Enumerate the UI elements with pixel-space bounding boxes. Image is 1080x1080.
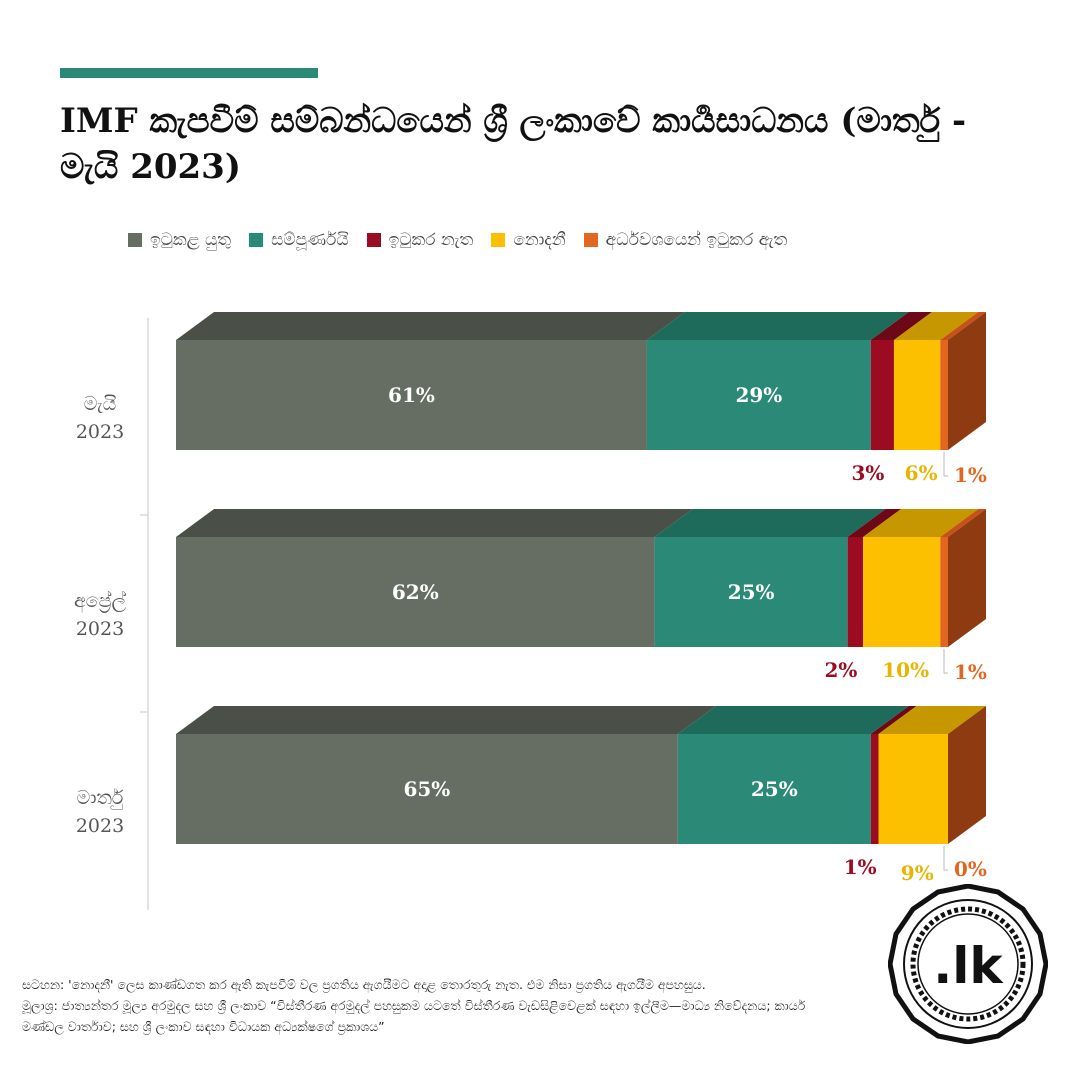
stacked-bar-chart: මැයි 2023 61% 29% 3% 6% 1% අප්‍රේල් 2023 62% 25% 2%…: [74, 312, 987, 910]
legend-swatch: [366, 233, 381, 247]
data-label: 62%: [392, 580, 439, 604]
data-label: 25%: [728, 580, 775, 604]
legend-label: නොදනී: [513, 230, 566, 250]
data-label: 1%: [954, 660, 987, 684]
legend-swatch: [583, 233, 598, 247]
bar-segment-top: [940, 312, 986, 340]
legend-label: අර්ධවශයෙන් ඉටුකර ඇත: [605, 230, 788, 250]
data-label: 1%: [844, 855, 877, 879]
bar-segment-top: [654, 509, 886, 537]
legend-swatch: [491, 233, 506, 247]
data-label: 10%: [882, 658, 929, 682]
bar-segment: [870, 340, 894, 450]
bar-segment-top: [176, 509, 693, 537]
legend-item-unknown: නොදනී: [491, 230, 566, 250]
bar-side-face: [948, 509, 986, 647]
data-label: 25%: [751, 777, 798, 801]
title-accent-bar: [60, 68, 318, 78]
legend-label: සම්පූර්ණයි: [271, 230, 349, 250]
chart-legend: ඉටුකළ යුතු සම්පූර්ණයි ඉටුකර නැත නොදනී අර…: [128, 230, 787, 250]
data-label: 0%: [954, 857, 987, 881]
label-connector: [943, 452, 948, 477]
bar-segment-top: [176, 706, 716, 734]
logo-text: .lk: [933, 937, 1004, 995]
data-label: 29%: [735, 383, 782, 407]
category-year-label: 2023: [76, 815, 124, 837]
legend-item-partial: අර්ධවශයෙන් ඉටුකර ඇත: [583, 230, 788, 250]
bar-segment-top: [893, 312, 979, 340]
bar-segment: [677, 734, 871, 844]
bar-segment: [176, 734, 678, 844]
bar-segment-top: [870, 706, 917, 734]
legend-swatch: [249, 233, 264, 247]
bar-segment-top: [863, 509, 979, 537]
bar-segment-top: [847, 509, 902, 537]
bar-segment: [893, 340, 941, 450]
bar-segment: [940, 340, 948, 450]
bar-segment: [176, 537, 655, 647]
bar-segment: [870, 734, 879, 844]
data-label: 65%: [403, 777, 450, 801]
legend-item-not-complete: ඉටුකර නැත: [366, 230, 474, 250]
bar-segment: [863, 537, 941, 647]
data-label: 1%: [954, 463, 987, 487]
legend-label: ඉටුකළ යුතු: [150, 230, 232, 250]
label-connector: [943, 846, 948, 871]
data-label: 9%: [901, 861, 934, 885]
lk-logo: .lk: [888, 884, 1048, 1044]
category-label: මැයි: [84, 393, 117, 415]
bar-segment-top: [677, 706, 909, 734]
bar-segment: [176, 340, 647, 450]
bar-segment: [847, 537, 864, 647]
bar-segment: [654, 537, 848, 647]
label-connector: [943, 649, 948, 674]
bar-side-face: [948, 312, 986, 450]
bar-segment-top: [870, 312, 932, 340]
bar-segment-top: [878, 706, 986, 734]
bar-side-face: [948, 706, 986, 844]
data-label: 6%: [905, 461, 938, 485]
bar-segment-top: [176, 312, 685, 340]
category-label: මාර්තු: [77, 787, 124, 809]
bar-segment-top: [940, 509, 986, 537]
bar-segment-top: [646, 312, 909, 340]
category-year-label: 2023: [76, 421, 124, 443]
bar-segment: [940, 537, 948, 647]
bar-segment: [646, 340, 871, 450]
source-text: මූලාශ්‍ර: ජාත්‍යන්තර මූල්‍ය අරමුදල සහ ශ්…: [22, 998, 806, 1034]
legend-swatch: [128, 233, 142, 247]
chart-title: IMF කැපවීම් සම්බන්ධයෙන් ශ්‍රී ලංකාවේ කාර…: [60, 101, 967, 187]
legend-item-complete: සම්පූර්ණයි: [249, 230, 349, 250]
legend-item-should-complete: ඉටුකළ යුතු: [128, 230, 231, 250]
category-label: අප්‍රේල්: [74, 590, 127, 613]
note-text: සටහන: 'නොදනී' ලෙස කාණ්ඩගත කර ඇති කැපවීම්…: [22, 977, 706, 992]
data-label: 3%: [851, 461, 884, 485]
bar-segment: [878, 734, 948, 844]
data-label: 2%: [824, 658, 857, 682]
footnote: සටහන: 'නොදනී' ලෙස කාණ්ඩගත කර ඇති කැපවීම්…: [22, 974, 812, 1037]
category-year-label: 2023: [76, 618, 124, 640]
legend-label: ඉටුකර නැත: [388, 230, 474, 250]
data-label: 61%: [388, 383, 435, 407]
